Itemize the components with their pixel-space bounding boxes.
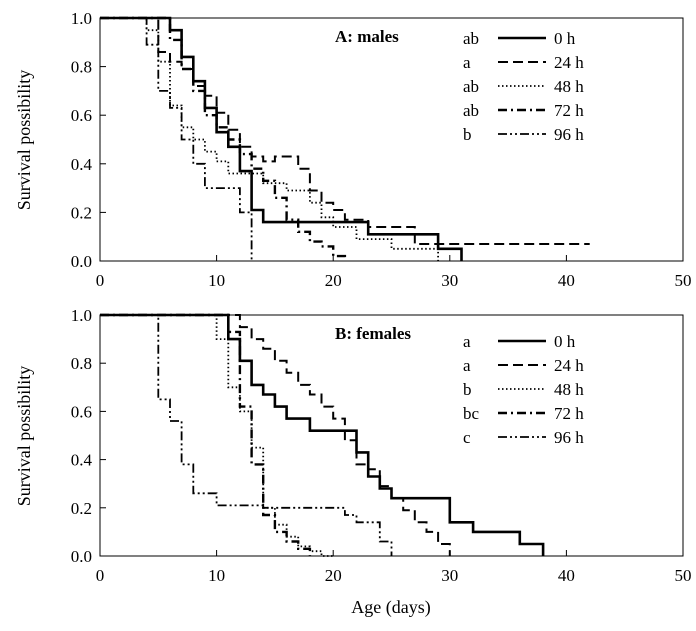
y-tick-label: 0.2 [71, 203, 92, 222]
legend-label: 48 h [554, 77, 584, 96]
y-tick-label: 0.4 [71, 451, 93, 470]
series-line-72h [100, 16, 347, 261]
panel-a-males: 0.0 0.2 0.4 0.6 0.8 1.0 0 10 20 30 40 50 Survival … [14, 9, 692, 290]
x-tick-label: 0 [96, 271, 105, 290]
series-line-0h [100, 16, 463, 261]
x-tick-label: 20 [325, 271, 342, 290]
series-line-24h [100, 17, 590, 245]
series-line-96h [100, 314, 393, 556]
y-tick-label: 0.2 [71, 499, 92, 518]
y-tick-label: 1.0 [71, 306, 92, 325]
panel-a-y-ticks: 0.0 0.2 0.4 0.6 0.8 1.0 [71, 9, 106, 271]
y-tick-label: 0.4 [71, 155, 93, 174]
panel-b-title: B: females [335, 324, 411, 343]
y-tick-label: 0.8 [71, 354, 92, 373]
legend-label: 0 h [554, 332, 576, 351]
panel-b-females: 0.0 0.2 0.4 0.6 0.8 1.0 0 10 20 30 40 50 Survival … [14, 306, 692, 618]
x-tick-label: 0 [96, 566, 105, 585]
legend-label: 96 h [554, 428, 584, 447]
legend-label: 72 h [554, 404, 584, 423]
y-tick-label: 1.0 [71, 9, 92, 28]
panel-a-legend: ab 0 h a 24 h ab 48 h ab 72 h b 96 h [463, 29, 584, 144]
x-tick-label: 40 [558, 271, 575, 290]
series-line-0h [100, 313, 545, 556]
y-tick-label: 0.8 [71, 58, 92, 77]
y-tick-label: 0.0 [71, 252, 92, 271]
x-tick-label: 40 [558, 566, 575, 585]
x-tick-label: 30 [441, 271, 458, 290]
legend-label: 72 h [554, 101, 584, 120]
y-tick-label: 0.0 [71, 547, 92, 566]
series-line-24h [100, 314, 451, 556]
series-line-48h [100, 17, 439, 261]
legend-letter: a [463, 332, 471, 351]
panel-b-plot-frame [99, 314, 684, 557]
x-tick-label: 50 [675, 271, 692, 290]
legend-letter: bc [463, 404, 480, 423]
legend-letter: a [463, 356, 471, 375]
panel-a-plot-frame [99, 17, 684, 262]
panel-b-y-axis-label: Survival possibility [14, 366, 34, 507]
legend-label: 96 h [554, 125, 584, 144]
legend-label: 0 h [554, 29, 576, 48]
panel-a-title: A: males [335, 27, 399, 46]
x-tick-label: 10 [208, 271, 225, 290]
panel-b-series [100, 313, 545, 557]
panel-b-x-axis-label: Age (days) [351, 597, 430, 618]
panel-b-legend: a 0 h a 24 h b 48 h bc 72 h c 96 h [463, 332, 584, 447]
legend-letter: ab [463, 29, 479, 48]
panel-a-x-ticks: 0 10 20 30 40 50 [96, 255, 692, 290]
panel-a-y-axis-label: Survival possibility [14, 70, 34, 211]
legend-letter: b [463, 125, 472, 144]
legend-letter: ab [463, 101, 479, 120]
y-tick-label: 0.6 [71, 402, 92, 421]
y-tick-label: 0.6 [71, 106, 92, 125]
series-line-96h [100, 17, 253, 261]
legend-label: 24 h [554, 53, 584, 72]
legend-letter: ab [463, 77, 479, 96]
x-tick-label: 30 [441, 566, 458, 585]
series-line-72h [100, 313, 312, 556]
legend-label: 48 h [554, 380, 584, 399]
panel-b-x-ticks: 0 10 20 30 40 50 [96, 550, 692, 585]
legend-letter: b [463, 380, 472, 399]
panel-a-series [100, 16, 590, 261]
x-tick-label: 20 [325, 566, 342, 585]
legend-label: 24 h [554, 356, 584, 375]
panel-b-y-ticks: 0.0 0.2 0.4 0.6 0.8 1.0 [71, 306, 106, 566]
x-tick-label: 10 [208, 566, 225, 585]
legend-letter: c [463, 428, 471, 447]
legend-letter: a [463, 53, 471, 72]
series-line-48h [100, 314, 334, 557]
x-tick-label: 50 [675, 566, 692, 585]
